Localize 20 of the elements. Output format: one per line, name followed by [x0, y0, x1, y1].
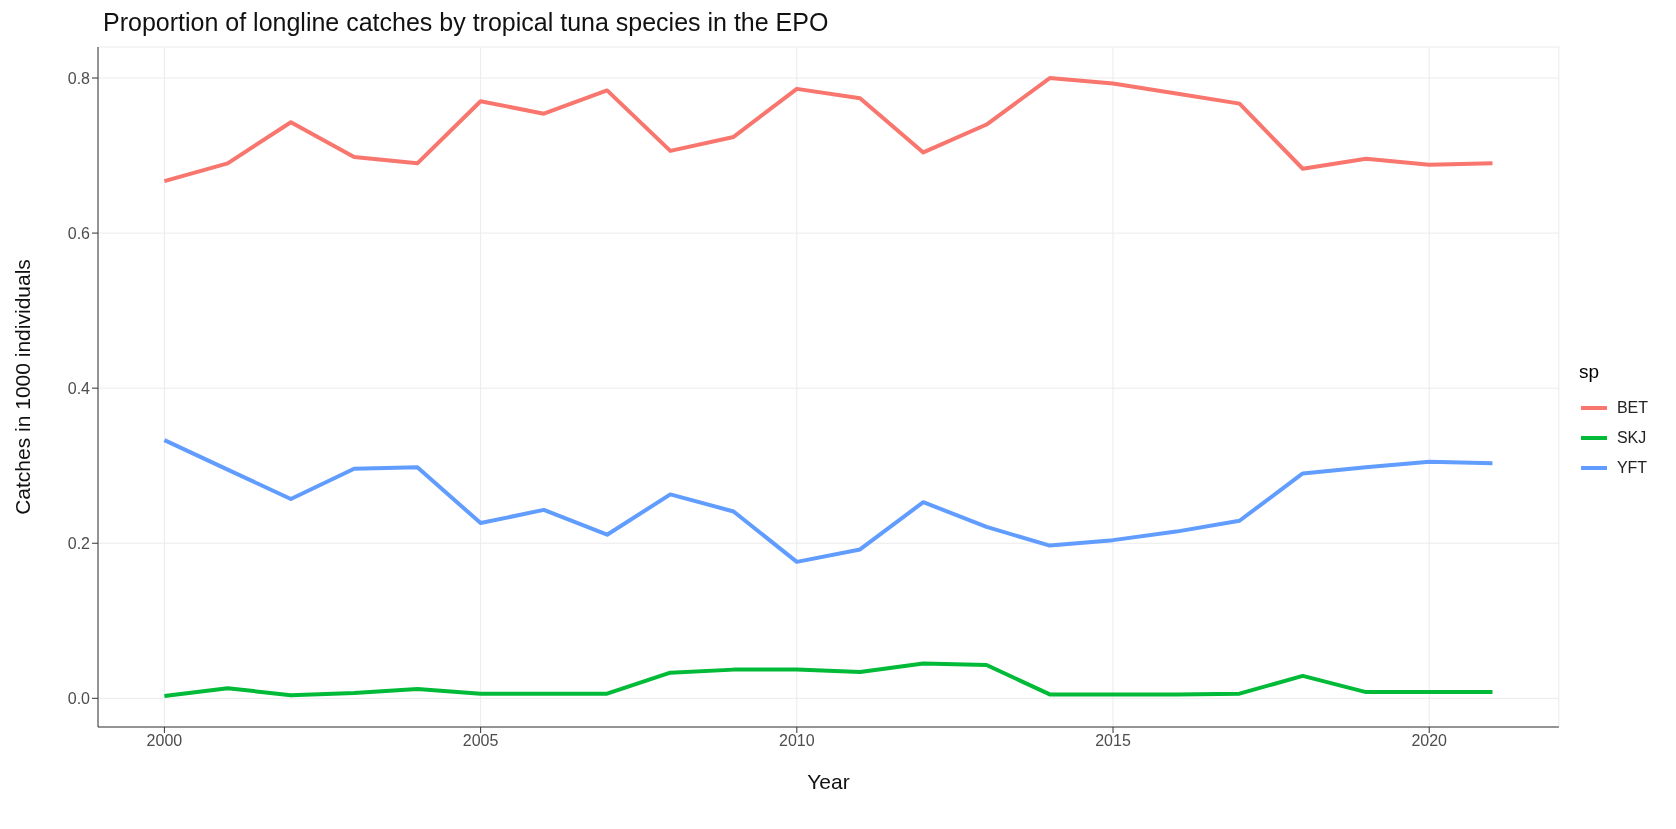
- x-tick-label: 2010: [779, 732, 815, 750]
- x-tick-label: 2005: [462, 732, 499, 750]
- line-series: [162, 438, 1495, 564]
- y-tick-label: 0.6: [67, 224, 91, 242]
- y-tick-label: 0.4: [67, 379, 91, 397]
- y-tick-label: 0.8: [67, 69, 91, 87]
- x-tick-label: 2000: [146, 732, 183, 750]
- x-tick-label: 2020: [1411, 732, 1448, 750]
- x-tick-label: 2015: [1095, 732, 1131, 750]
- y-axis-title: Catches in 1000 individuals: [11, 259, 35, 515]
- legend-label: YFT: [1616, 459, 1648, 477]
- y-tick-label: 0.2: [67, 534, 91, 552]
- legend-label: BET: [1616, 399, 1648, 417]
- legend-label: SKJ: [1616, 429, 1647, 447]
- line-series: [162, 76, 1495, 184]
- x-axis-title: Year: [807, 770, 850, 793]
- legend-title: sp: [1578, 361, 1600, 383]
- line-series: [162, 661, 1495, 698]
- y-tick-label: 0.0: [67, 689, 91, 707]
- chart-title: Proportion of longline catches by tropical tuna species in the EPO: [103, 8, 830, 37]
